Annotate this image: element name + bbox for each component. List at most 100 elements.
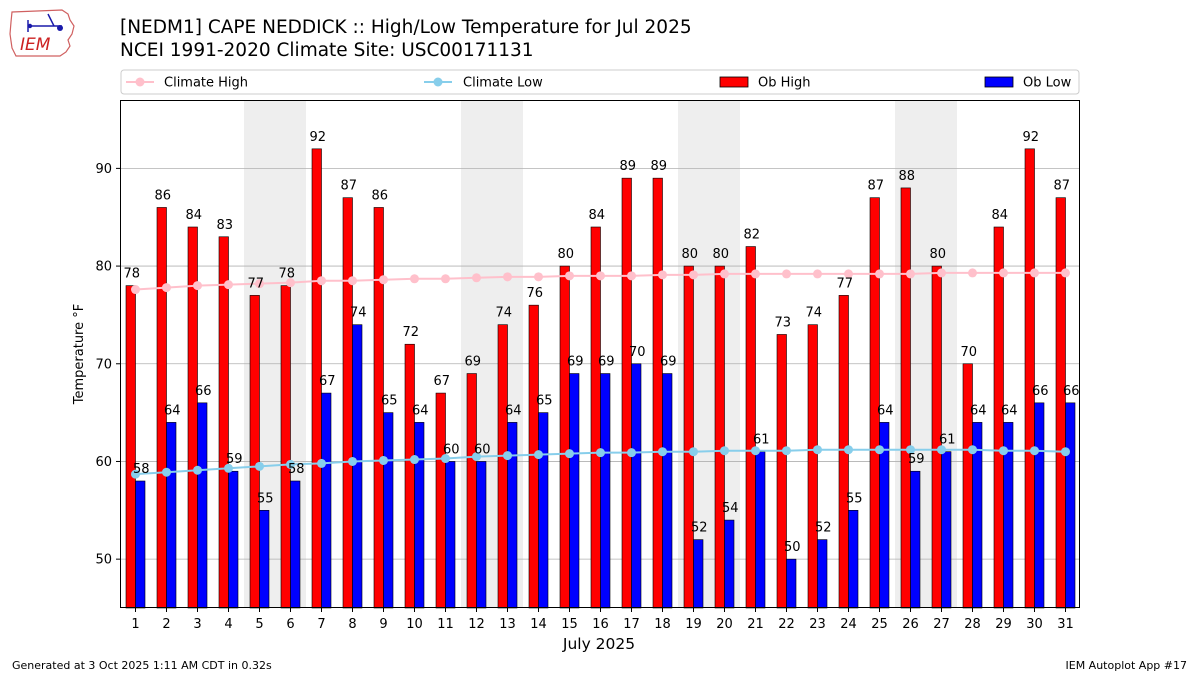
climate-low-point xyxy=(255,461,264,471)
climate-high-point xyxy=(503,272,512,282)
climate-low-point xyxy=(441,454,450,464)
legend-ob-low: Ob Low xyxy=(984,76,1072,91)
ob-low-value-label: 64 xyxy=(164,403,181,418)
climate-high-point xyxy=(627,271,636,281)
climate-low-point xyxy=(751,446,760,456)
climate-low-point xyxy=(937,445,946,455)
climate-high-point xyxy=(658,270,667,280)
x-tick-label: 12 xyxy=(468,617,485,632)
ob-high-bar xyxy=(249,295,260,609)
iem-logo: IEM xyxy=(9,9,75,57)
ob-low-bar xyxy=(941,451,952,609)
ob-low-value-label: 61 xyxy=(939,433,956,448)
climate-high-point xyxy=(999,268,1008,278)
ob-low-bar xyxy=(569,373,580,609)
x-tick-label: 27 xyxy=(933,617,950,632)
x-tick-label: 13 xyxy=(499,617,516,632)
ob-low-value-label: 69 xyxy=(567,355,584,370)
ob-high-value-label: 89 xyxy=(619,159,636,174)
x-tick-label: 29 xyxy=(995,617,1012,632)
climate-low-point xyxy=(875,445,884,455)
ob-low-bar xyxy=(259,510,270,609)
ob-low-bar xyxy=(135,480,146,609)
ob-low-bar xyxy=(693,539,704,609)
ob-high-bar xyxy=(404,343,415,609)
x-tick-label: 6 xyxy=(286,617,294,632)
y-tick-label: 60 xyxy=(95,455,112,470)
x-tick-label: 23 xyxy=(809,617,826,632)
x-tick-label: 31 xyxy=(1057,617,1074,632)
climate-high-point xyxy=(1030,268,1039,278)
climate-high-point xyxy=(782,269,791,279)
x-tick-label: 19 xyxy=(685,617,702,632)
ob-low-value-label: 65 xyxy=(536,394,553,409)
climate-lines xyxy=(131,268,1070,479)
x-tick-label: 28 xyxy=(964,617,981,632)
x-tick-label: 26 xyxy=(902,617,919,632)
ob-high-bar xyxy=(466,373,477,609)
climate-low-point xyxy=(627,448,636,458)
ob-low-value-label: 66 xyxy=(1032,384,1049,399)
ob-high-value-label: 74 xyxy=(805,306,822,321)
ob-low-bar xyxy=(910,470,921,609)
x-tick-label: 8 xyxy=(348,617,356,632)
legend-climate-low: Climate Low xyxy=(424,76,543,91)
y-tick-label: 80 xyxy=(95,260,112,275)
climate-high-point xyxy=(937,268,946,278)
x-tick-label: 10 xyxy=(406,617,423,632)
ob-high-bar xyxy=(342,197,353,609)
ob-high-value-label: 74 xyxy=(495,306,512,321)
ob-low-bar xyxy=(1065,402,1076,609)
y-tick-label: 50 xyxy=(95,553,112,568)
climate-high-point xyxy=(193,281,202,291)
climate-low-point xyxy=(906,445,915,455)
climate-low-point xyxy=(503,451,512,461)
ob-high-value-label: 89 xyxy=(650,159,667,174)
ob-low-value-label: 55 xyxy=(846,491,863,506)
ob-high-value-label: 78 xyxy=(123,267,140,282)
ob-low-bar xyxy=(476,461,487,609)
climate-high-point xyxy=(348,276,357,286)
ob-high-value-label: 69 xyxy=(464,355,481,370)
ob-high-value-label: 87 xyxy=(340,179,357,194)
ob-low-value-label: 58 xyxy=(133,462,150,477)
ob-low-bar xyxy=(290,480,301,609)
ob-low-value-label: 60 xyxy=(443,442,460,457)
climate-low-point xyxy=(999,446,1008,456)
climate-high-point xyxy=(410,274,419,284)
legend-climate-low-marker xyxy=(433,77,443,87)
ob-low-bar xyxy=(724,519,735,609)
ob-high-bar xyxy=(280,285,291,609)
x-tick-label: 2 xyxy=(162,617,170,632)
ob-low-value-label: 52 xyxy=(691,521,708,536)
climate-low-point xyxy=(224,463,233,473)
x-tick-label: 5 xyxy=(255,617,263,632)
x-tick-label: 17 xyxy=(623,617,640,632)
climate-high-point xyxy=(379,275,388,285)
ob-low-bar xyxy=(383,412,394,609)
x-tick-label: 4 xyxy=(224,617,232,632)
legend-climate-high: Climate High xyxy=(126,76,248,91)
climate-high-point xyxy=(906,269,915,279)
ob-low-bar xyxy=(352,324,363,609)
ob-high-bar xyxy=(776,334,787,609)
ob-high-bar xyxy=(714,265,725,609)
ob-low-value-label: 66 xyxy=(1063,384,1080,399)
ob-low-bar xyxy=(538,412,549,609)
ob-high-value-label: 84 xyxy=(991,208,1008,223)
x-tick-label: 7 xyxy=(317,617,325,632)
data-labels: 78 58 86 64 84 66 83 59 77 55 78 58 92 67 87 74 86 65 72 64… xyxy=(123,130,1079,555)
legend-ob-low-swatch xyxy=(984,76,1014,88)
climate-low-point xyxy=(968,445,977,455)
climate-low-point xyxy=(565,449,574,459)
iowa-outline xyxy=(9,9,75,57)
climate-high-point xyxy=(968,268,977,278)
y-axis-label: Temperature °F xyxy=(72,304,87,405)
ob-low-value-label: 59 xyxy=(908,452,925,467)
ob-low-bar xyxy=(1034,402,1045,609)
climate-high-point xyxy=(720,269,729,279)
legend-frame xyxy=(120,69,1080,95)
x-tick-label: 14 xyxy=(530,617,547,632)
